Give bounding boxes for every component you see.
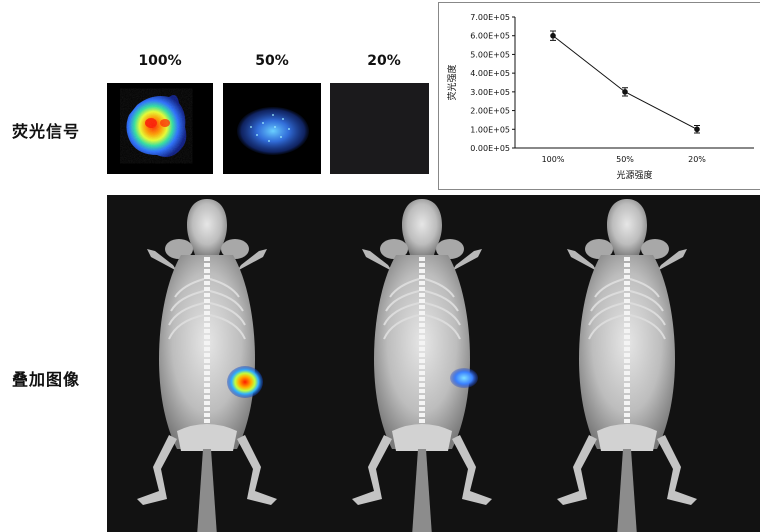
overlay-xray-image xyxy=(107,195,760,532)
column-header-20: 20% xyxy=(367,53,401,69)
tumor-signal-100 xyxy=(227,366,263,398)
y-axis-label: 荧光强度 xyxy=(446,64,458,100)
overlay-row-label: 叠加图像 xyxy=(12,370,81,389)
data-point xyxy=(622,89,628,95)
tumor-signal-50 xyxy=(450,368,478,388)
mouse-middle xyxy=(352,199,492,532)
y-tick-label: 3.00E+05 xyxy=(470,88,510,97)
data-point xyxy=(694,126,700,133)
y-tick-label: 1.00E+05 xyxy=(470,125,510,134)
y-tick-label: 5.00E+05 xyxy=(470,50,510,59)
column-header-100: 100% xyxy=(138,53,182,69)
x-tick-label: 50% xyxy=(616,155,634,164)
column-header-50: 50% xyxy=(255,53,289,69)
x-tick-label: 100% xyxy=(542,155,565,164)
fluorescence-image-50 xyxy=(223,83,321,174)
mouse-right xyxy=(557,199,697,532)
y-tick-label: 4.00E+05 xyxy=(470,69,510,78)
fluorescence-image-20 xyxy=(330,83,429,174)
fluorescence-row-label: 荧光信号 xyxy=(12,122,81,141)
y-tick-label: 6.00E+05 xyxy=(470,32,510,41)
x-tick-label: 20% xyxy=(688,155,706,164)
intensity-chart-svg: 0.00E+05 1.00E+05 2.00E+05 3.00E+05 4.00E+05… xyxy=(446,13,754,181)
intensity-chart: 0.00E+05 1.00E+05 2.00E+05 3.00E+05 4.00E+05… xyxy=(438,2,760,190)
y-tick-label: 2.00E+05 xyxy=(470,107,510,116)
x-axis-label: 光源强度 xyxy=(616,169,652,181)
fluorescence-image-100 xyxy=(107,83,213,174)
data-point xyxy=(550,32,556,39)
y-tick-label: 0.00E+05 xyxy=(470,144,510,153)
series-line xyxy=(552,35,698,130)
mouse-left xyxy=(137,199,277,532)
y-tick-label: 7.00E+05 xyxy=(470,13,510,22)
